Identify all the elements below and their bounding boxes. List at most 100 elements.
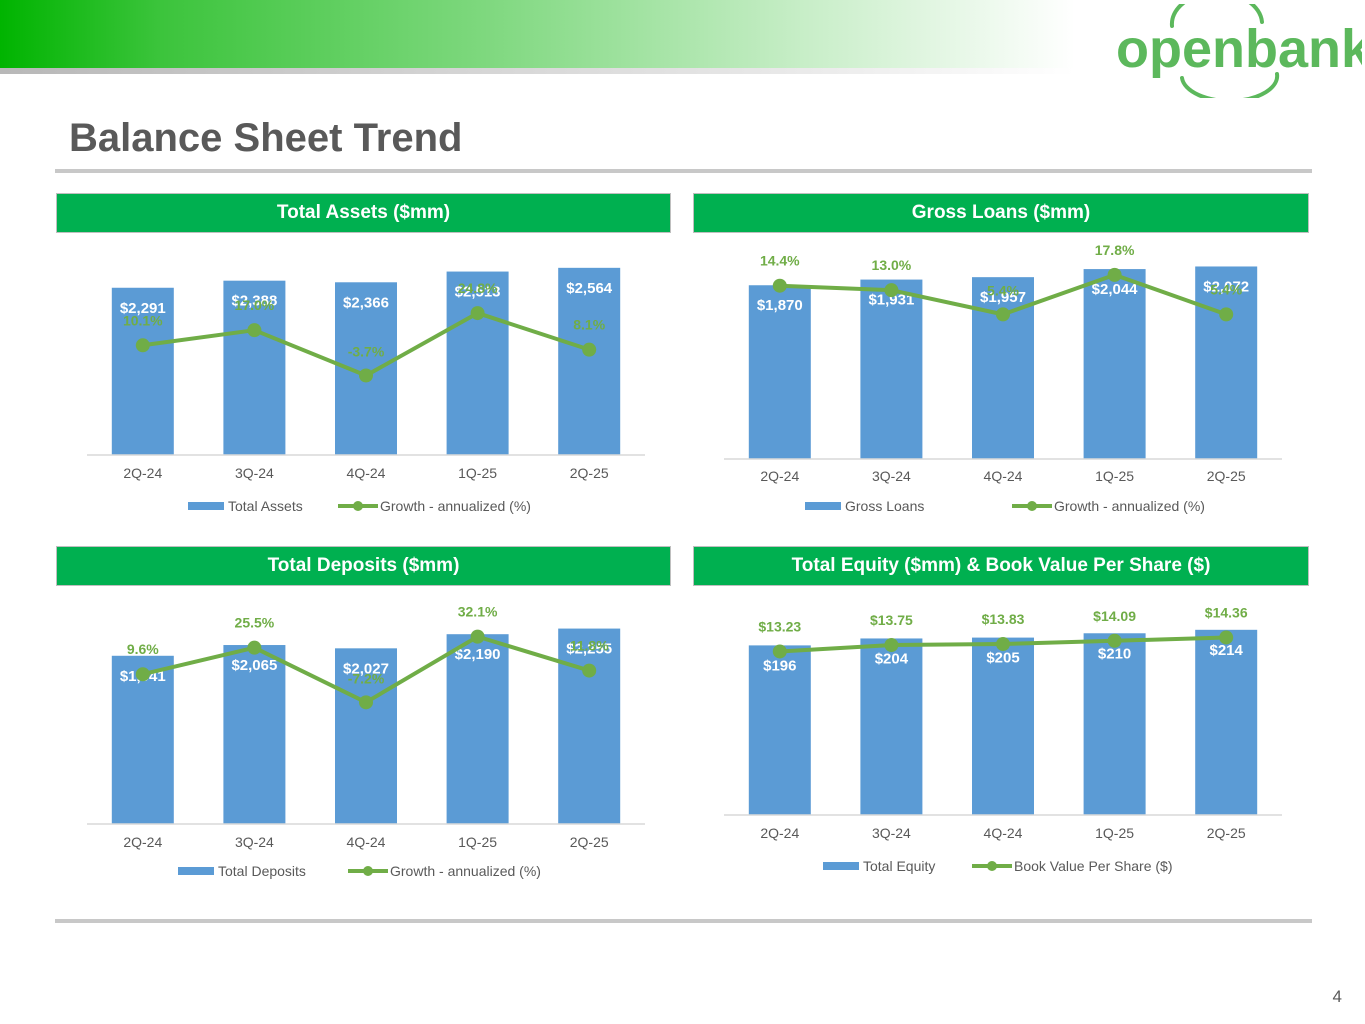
legend-bar-label: Gross Loans (845, 498, 924, 514)
line-point (1219, 307, 1234, 322)
x-tick-label: 4Q-24 (984, 468, 1023, 484)
line-point (470, 306, 485, 321)
line-label: $14.09 (1093, 608, 1136, 624)
bar-label: $2,564 (566, 280, 613, 297)
line-label: 13.0% (872, 257, 912, 273)
line-point (247, 323, 262, 338)
x-tick-label: 1Q-25 (1095, 468, 1134, 484)
bar (446, 271, 509, 455)
chart-gross-loans: $1,870 $1,931 $1,957 $2,044 $2,072 2Q-24 3Q-24… (692, 236, 1312, 546)
chart-svg: $196 $204 $205 $210 $214 2Q-24 3Q-24 4Q-24 1Q-25… (724, 604, 1282, 874)
chart-total-assets: $2,291 $2,388 $2,366 $2,513 $2,564 2Q-24 3Q-24… (55, 236, 675, 546)
legend-line-label: Growth - annualized (%) (390, 863, 541, 879)
line-point (884, 638, 899, 653)
bar (558, 267, 621, 455)
bar (1195, 629, 1258, 815)
panel-header-total-equity: Total Equity ($mm) & Book Value Per Shar… (693, 546, 1309, 586)
x-tick-label: 4Q-24 (347, 465, 386, 481)
line-label: $13.75 (870, 612, 913, 628)
line-point (135, 338, 150, 353)
legend-bar-swatch (178, 867, 214, 875)
x-tick-label: 1Q-25 (458, 834, 497, 850)
openbank-logo: openbank (1116, 4, 1362, 98)
x-tick-label: 1Q-25 (458, 465, 497, 481)
bar (111, 655, 174, 824)
x-tick-label: 3Q-24 (235, 465, 274, 481)
bar (1083, 269, 1146, 459)
x-tick-label: 2Q-25 (1207, 468, 1246, 484)
bar-label: $2,044 (1092, 281, 1139, 298)
bar-label: $1,870 (757, 297, 803, 314)
bar (972, 637, 1034, 815)
legend-line-marker (987, 861, 997, 871)
legend-line-label: Growth - annualized (%) (380, 498, 531, 514)
bar-label: $2,366 (343, 294, 389, 311)
line-label: 14.4% (760, 253, 800, 269)
chart-svg: $1,870 $1,931 $1,957 $2,044 $2,072 2Q-24 3Q-24… (724, 242, 1282, 514)
bar-label: $2,255 (566, 641, 612, 658)
x-tick-label: 3Q-24 (872, 825, 911, 841)
line-label: 17.0% (235, 297, 275, 313)
line-point (359, 368, 373, 383)
bar-label: $210 (1098, 645, 1131, 662)
bar-label: $2,190 (455, 646, 501, 663)
header-gradient-band (0, 0, 1075, 68)
logo-arc-top (1169, 4, 1264, 28)
bar-label: $2,291 (120, 300, 166, 317)
logo-arc-bottom (1180, 72, 1280, 98)
bar (748, 645, 811, 815)
bar (748, 285, 811, 459)
bar (335, 648, 397, 824)
bar-label: $2,388 (231, 293, 277, 310)
chart-total-deposits: $1,941$2,065$2,027$2,190$2,2552Q-243Q-24… (55, 590, 675, 900)
line-label: $13.23 (758, 618, 801, 634)
line-label: $13.83 (982, 611, 1025, 627)
line-label: 25.5% (235, 615, 275, 631)
x-tick-label: 2Q-24 (760, 825, 799, 841)
x-tick-label: 2Q-24 (123, 465, 162, 481)
line-label: 5.4% (1210, 281, 1242, 297)
line-point (247, 640, 262, 655)
x-tick-label: 2Q-25 (1207, 825, 1246, 841)
line-label: 17.8% (1095, 242, 1135, 258)
line-label: 10.1% (123, 312, 163, 328)
panel-header-total-assets: Total Assets ($mm) (56, 193, 671, 233)
line-point (582, 663, 597, 678)
line-point (996, 307, 1010, 322)
legend-bar-swatch (805, 502, 841, 510)
bar (558, 628, 621, 824)
x-tick-label: 2Q-24 (760, 468, 799, 484)
bar-label: $2,027 (343, 660, 389, 677)
bar (223, 280, 286, 455)
line-label: 24.8% (458, 280, 498, 296)
page-number: 4 (1332, 987, 1342, 1006)
line-point (884, 283, 899, 298)
bar-label: $1,957 (980, 289, 1026, 306)
line-point (1219, 630, 1234, 645)
line-label: -3.7% (348, 344, 385, 360)
title-divider (55, 169, 1312, 173)
line-label: 5.4% (987, 282, 1019, 298)
legend-line-label: Growth - annualized (%) (1054, 498, 1205, 514)
legend-bar-label: Total Equity (863, 858, 935, 874)
line-point (1107, 267, 1122, 282)
x-tick-label: 2Q-25 (570, 465, 609, 481)
x-tick-label: 2Q-24 (123, 834, 162, 850)
bar (1083, 633, 1146, 815)
line-point (582, 342, 597, 357)
legend-bar-label: Total Deposits (218, 863, 306, 879)
chart-svg: $2,291 $2,388 $2,366 $2,513 $2,564 2Q-24 3Q-24… (87, 267, 645, 514)
bar-label: $2,072 (1203, 278, 1249, 295)
line-point (1107, 633, 1122, 648)
bar (111, 287, 174, 455)
line-point (996, 637, 1010, 652)
x-tick-label: 1Q-25 (1095, 825, 1134, 841)
line-label: 32.1% (458, 604, 498, 620)
line-point (359, 695, 373, 710)
line-point (772, 278, 787, 293)
line-point (470, 629, 485, 644)
bar-label: $204 (875, 650, 909, 667)
bar (860, 279, 923, 459)
chart-total-equity: $196 $204 $205 $210 $214 2Q-24 3Q-24 4Q-24 1Q-25… (692, 590, 1312, 900)
legend-line-marker (353, 501, 363, 511)
